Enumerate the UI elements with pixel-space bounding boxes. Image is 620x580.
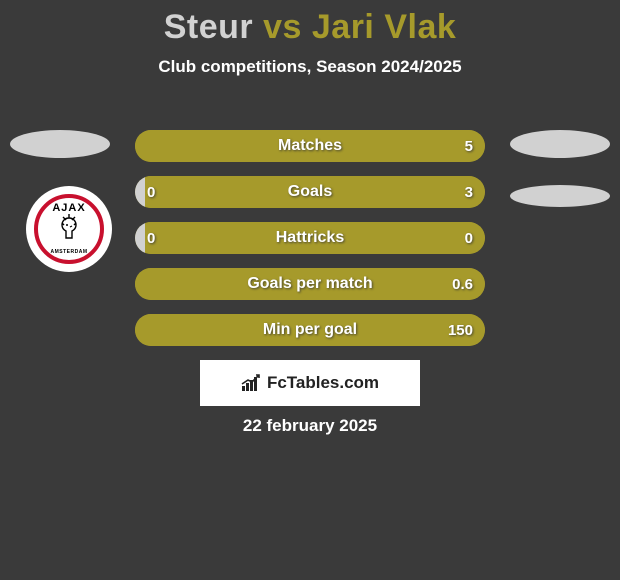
left-ellipse-1: [10, 130, 110, 158]
comparison-card: Steur vs Jari Vlak Club competitions, Se…: [0, 8, 620, 580]
club-badge-ajax: AJAX AMSTERDAM: [26, 186, 112, 272]
stat-row: 0 Hattricks 0: [135, 222, 485, 254]
stat-label: Matches: [135, 137, 485, 155]
page-title: Steur vs Jari Vlak: [0, 8, 620, 47]
stat-label: Min per goal: [135, 321, 485, 339]
club-head-icon: [54, 212, 84, 246]
stat-row: Min per goal 150: [135, 314, 485, 346]
stat-val-right: 5: [465, 138, 473, 155]
stats-container: Matches 5 0 Goals 3 0 Hattricks 0 Goals …: [135, 130, 485, 360]
stat-val-right: 0: [465, 230, 473, 247]
vs-text: vs: [263, 8, 302, 46]
player1-name: Steur: [164, 8, 253, 46]
brand-text: FcTables.com: [267, 373, 379, 393]
brand-chart-icon: [241, 374, 261, 392]
stat-row: Goals per match 0.6: [135, 268, 485, 300]
subtitle: Club competitions, Season 2024/2025: [0, 57, 620, 77]
stat-val-right: 0.6: [452, 276, 473, 293]
right-ellipse-1: [510, 130, 610, 158]
date-text: 22 february 2025: [0, 416, 620, 436]
stat-row: 0 Goals 3: [135, 176, 485, 208]
stat-val-right: 3: [465, 184, 473, 201]
player2-name: Jari Vlak: [312, 8, 456, 46]
club-badge-inner: AJAX AMSTERDAM: [34, 194, 104, 264]
stat-label: Goals: [135, 183, 485, 201]
brand-box[interactable]: FcTables.com: [200, 360, 420, 406]
stat-val-right: 150: [448, 322, 473, 339]
stat-row: Matches 5: [135, 130, 485, 162]
club-name-bottom: AMSTERDAM: [51, 249, 88, 255]
right-ellipse-2: [510, 185, 610, 207]
stat-label: Hattricks: [135, 229, 485, 247]
stat-label: Goals per match: [135, 275, 485, 293]
